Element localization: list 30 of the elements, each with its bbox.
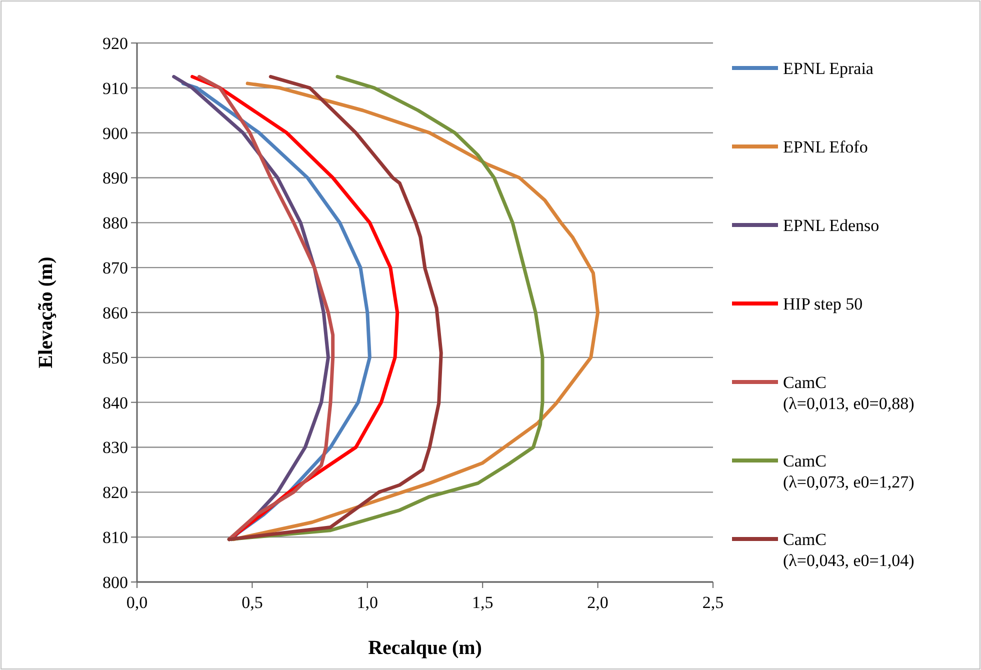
y-axis-title: Elevação (m) (35, 256, 57, 368)
line-series (232, 82, 600, 542)
y-tick-label: 800 (102, 572, 128, 592)
x-tick-label: 2,5 (702, 593, 724, 612)
x-axis-title: Recalque (m) (368, 637, 482, 659)
legend-label: EPNL Edenso (783, 216, 880, 235)
x-tick-label: 1,0 (356, 593, 378, 612)
legend-label: HIP step 50 (783, 294, 863, 314)
y-tick-label: 890 (102, 168, 128, 188)
x-tick-label: 0,0 (126, 593, 148, 612)
x-tick-label: 1,5 (472, 593, 494, 612)
x-tick-label: 0,5 (242, 593, 263, 612)
y-tick-label: 850 (102, 348, 128, 368)
y-tick-label: 900 (102, 124, 128, 143)
legend-label: CamC (λ=0,043, e0=1,04) (783, 530, 914, 570)
y-tick-label: 920 (102, 34, 128, 53)
y-tick-label: 880 (102, 214, 128, 233)
y-tick-label: 830 (102, 438, 128, 458)
y-tick-label: 810 (102, 528, 128, 548)
legend-label: EPNL Epraia (783, 58, 874, 78)
y-tick-label: 910 (102, 78, 128, 98)
y-tick-label: 840 (102, 393, 128, 412)
y-tick-label: 860 (102, 303, 128, 322)
legend-label: CamC (λ=0,073, e0=1,27) (783, 451, 914, 492)
line-series (227, 74, 443, 542)
legend-label: EPNL Efofo (783, 137, 868, 156)
legend-label: CamC (λ=0,013, e0=0,88) (783, 372, 914, 414)
y-tick-label: 870 (102, 258, 128, 278)
y-tick-label: 820 (102, 483, 128, 502)
x-tick-label: 2,0 (587, 593, 608, 612)
